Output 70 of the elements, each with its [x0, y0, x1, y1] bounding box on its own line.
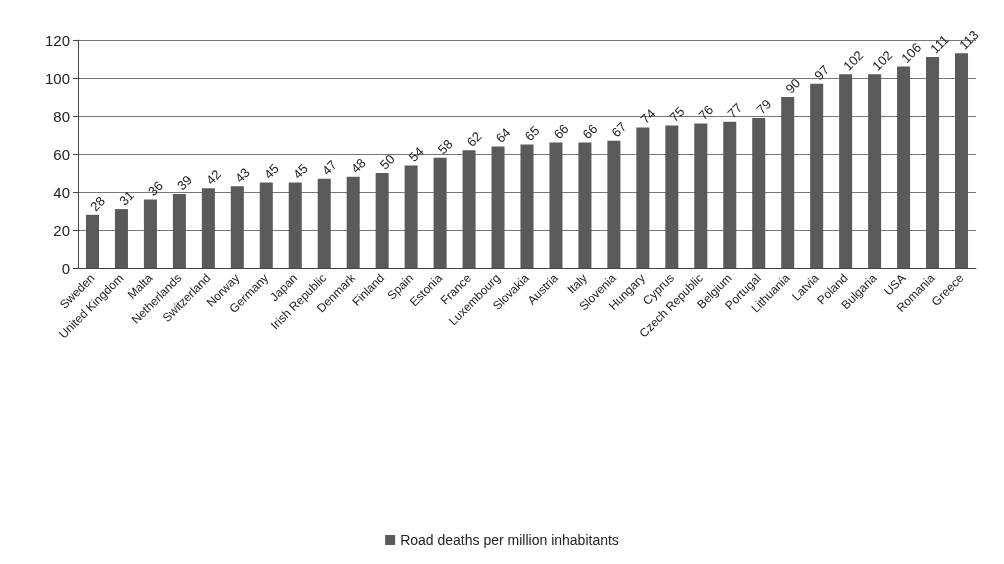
- data-label: 28: [87, 193, 109, 215]
- bar: [491, 146, 505, 268]
- y-tick-label: 40: [53, 183, 70, 201]
- bar: [172, 193, 186, 268]
- bar: [201, 188, 215, 268]
- bar: [694, 123, 708, 268]
- bar: [143, 199, 157, 268]
- bar: [462, 150, 476, 268]
- bar: [230, 186, 244, 268]
- data-label: 77: [724, 100, 746, 121]
- y-tick-label: 100: [44, 69, 70, 87]
- data-label: 47: [318, 157, 340, 178]
- data-label: 31: [116, 187, 137, 209]
- bar: [636, 127, 650, 268]
- data-label: 76: [695, 102, 717, 123]
- legend-label: Road deaths per million inhabitants: [400, 532, 619, 548]
- bar: [578, 142, 592, 268]
- data-label: 45: [260, 160, 282, 182]
- bar: [317, 178, 331, 268]
- bar: [375, 173, 389, 268]
- data-label: 75: [666, 103, 688, 125]
- data-label: 36: [145, 178, 166, 199]
- data-label: 66: [579, 121, 601, 142]
- data-label: 58: [434, 136, 456, 158]
- data-label: 79: [753, 96, 775, 118]
- y-tick-label: 60: [53, 145, 70, 163]
- bar: [549, 142, 563, 268]
- data-label: 39: [174, 172, 195, 194]
- bar: [723, 121, 737, 268]
- bar: [781, 97, 795, 268]
- bar: [839, 74, 853, 268]
- data-label: 54: [405, 143, 427, 165]
- data-label: 102: [869, 47, 896, 74]
- bar: [433, 157, 447, 268]
- bar: [926, 57, 940, 268]
- data-label: 42: [203, 166, 224, 188]
- bar: [288, 182, 302, 268]
- bar: [955, 53, 969, 268]
- bar: [810, 83, 824, 268]
- data-label: 66: [550, 121, 572, 142]
- bar: [897, 66, 911, 268]
- data-label: 97: [811, 62, 833, 83]
- bar: [85, 214, 99, 268]
- data-label: 64: [492, 124, 514, 146]
- y-tick-label: 120: [44, 31, 70, 49]
- bar: [346, 176, 360, 268]
- data-label: 111: [927, 31, 952, 57]
- data-label: 45: [289, 160, 311, 182]
- bar: [520, 144, 534, 268]
- y-tick-label: 0: [61, 259, 70, 277]
- bar: [868, 74, 882, 268]
- bar: [752, 117, 766, 268]
- data-label: 67: [608, 119, 630, 140]
- y-tick-label: 80: [53, 107, 70, 125]
- bar: [665, 125, 679, 268]
- bar: [607, 140, 621, 268]
- data-label: 106: [898, 39, 925, 66]
- data-label: 113: [956, 27, 982, 53]
- y-tick-label: 20: [53, 221, 70, 239]
- data-label: 90: [782, 75, 804, 97]
- data-label: 48: [347, 155, 369, 177]
- data-label: 62: [463, 128, 485, 150]
- data-label: 74: [637, 105, 659, 127]
- bar: [259, 182, 273, 268]
- data-label: 65: [521, 122, 543, 144]
- bar: [404, 165, 418, 268]
- data-label: 102: [840, 47, 867, 74]
- bar: [114, 209, 128, 268]
- data-label: 43: [232, 164, 253, 186]
- data-label: 50: [376, 151, 398, 173]
